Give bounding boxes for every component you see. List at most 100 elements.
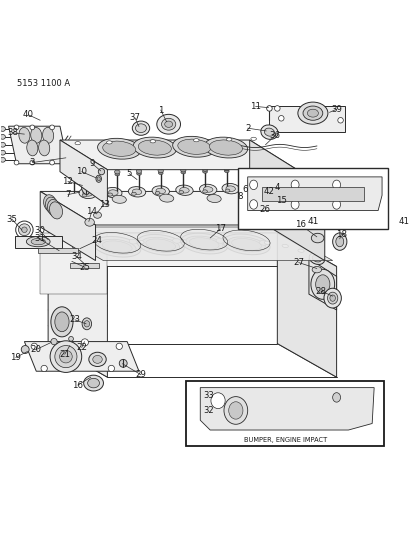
Text: 39: 39: [330, 104, 341, 114]
Ellipse shape: [337, 117, 342, 123]
Ellipse shape: [26, 237, 50, 247]
Text: 11: 11: [249, 102, 261, 111]
Ellipse shape: [332, 393, 340, 402]
Ellipse shape: [43, 127, 54, 143]
Ellipse shape: [49, 160, 54, 165]
Text: 41: 41: [306, 217, 318, 226]
Text: 38: 38: [7, 128, 18, 138]
Text: 8: 8: [236, 192, 242, 201]
Ellipse shape: [106, 141, 112, 144]
Ellipse shape: [178, 139, 210, 155]
Polygon shape: [200, 387, 373, 430]
Ellipse shape: [129, 239, 137, 244]
Text: BUMPER, ENGINE IMPACT: BUMPER, ENGINE IMPACT: [243, 438, 326, 443]
Ellipse shape: [222, 183, 239, 194]
Polygon shape: [308, 259, 336, 310]
Ellipse shape: [146, 239, 175, 251]
Ellipse shape: [43, 195, 56, 212]
Text: 12: 12: [62, 177, 73, 186]
Bar: [249, 204, 302, 228]
Ellipse shape: [0, 134, 5, 139]
Polygon shape: [249, 140, 297, 205]
Ellipse shape: [19, 127, 30, 143]
Ellipse shape: [71, 171, 76, 175]
Polygon shape: [40, 233, 107, 294]
Polygon shape: [9, 126, 68, 164]
Ellipse shape: [155, 191, 160, 195]
Ellipse shape: [202, 170, 207, 173]
Text: 19: 19: [10, 353, 21, 362]
Ellipse shape: [49, 125, 54, 130]
Ellipse shape: [112, 195, 126, 203]
Ellipse shape: [81, 339, 88, 346]
Ellipse shape: [136, 169, 142, 173]
Polygon shape: [261, 187, 363, 201]
Ellipse shape: [82, 318, 91, 330]
Ellipse shape: [266, 106, 272, 111]
Polygon shape: [40, 191, 95, 261]
Ellipse shape: [93, 173, 98, 176]
Ellipse shape: [223, 240, 229, 243]
Ellipse shape: [93, 212, 101, 219]
Text: 27: 27: [292, 258, 303, 267]
Ellipse shape: [323, 288, 341, 308]
Ellipse shape: [274, 106, 279, 111]
Ellipse shape: [231, 238, 261, 250]
Text: 21: 21: [59, 350, 70, 359]
Ellipse shape: [207, 195, 221, 203]
Ellipse shape: [0, 150, 5, 155]
Polygon shape: [60, 140, 297, 169]
Ellipse shape: [131, 192, 136, 196]
Ellipse shape: [226, 138, 231, 141]
Polygon shape: [44, 227, 332, 261]
Ellipse shape: [290, 200, 298, 209]
Ellipse shape: [202, 190, 207, 193]
Ellipse shape: [172, 136, 216, 157]
Ellipse shape: [247, 188, 252, 191]
Ellipse shape: [189, 238, 218, 249]
Ellipse shape: [92, 171, 98, 175]
Text: 1: 1: [157, 106, 163, 115]
Text: 28: 28: [315, 287, 326, 295]
Ellipse shape: [98, 168, 104, 175]
Ellipse shape: [222, 234, 270, 255]
Ellipse shape: [281, 195, 296, 206]
Ellipse shape: [310, 233, 323, 243]
Ellipse shape: [50, 341, 81, 373]
Ellipse shape: [180, 168, 186, 172]
Ellipse shape: [332, 233, 346, 251]
Ellipse shape: [142, 237, 179, 252]
Ellipse shape: [14, 160, 19, 165]
Text: 6: 6: [242, 185, 247, 194]
Text: 30: 30: [34, 225, 45, 235]
Ellipse shape: [302, 106, 322, 120]
Ellipse shape: [68, 336, 73, 341]
Ellipse shape: [159, 194, 173, 202]
Bar: [70, 263, 99, 268]
Text: 9: 9: [90, 159, 95, 168]
Ellipse shape: [49, 202, 63, 219]
Ellipse shape: [31, 343, 37, 350]
Ellipse shape: [108, 190, 118, 196]
Ellipse shape: [135, 124, 146, 133]
Polygon shape: [247, 177, 381, 211]
Ellipse shape: [179, 188, 189, 193]
Ellipse shape: [335, 237, 343, 247]
Ellipse shape: [180, 239, 187, 243]
Text: 22: 22: [76, 343, 87, 352]
Text: 34: 34: [71, 252, 82, 261]
Ellipse shape: [180, 233, 227, 254]
Ellipse shape: [115, 173, 119, 176]
Ellipse shape: [16, 221, 33, 238]
Ellipse shape: [264, 241, 270, 245]
Ellipse shape: [224, 169, 229, 173]
Text: 24: 24: [91, 236, 102, 245]
Ellipse shape: [30, 160, 35, 165]
Ellipse shape: [27, 140, 38, 156]
Bar: [186, 381, 383, 446]
Polygon shape: [25, 342, 139, 371]
Ellipse shape: [0, 142, 5, 147]
Polygon shape: [58, 344, 72, 346]
Polygon shape: [48, 233, 107, 377]
Ellipse shape: [102, 241, 132, 253]
